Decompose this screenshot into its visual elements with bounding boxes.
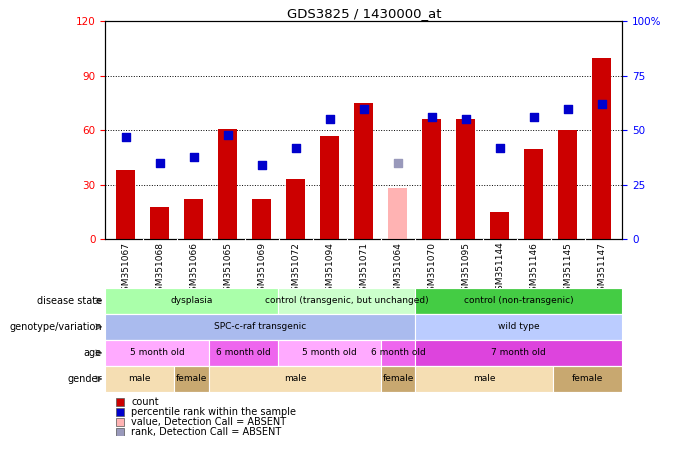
Text: control (transgenic, but unchanged): control (transgenic, but unchanged) xyxy=(265,296,428,305)
Text: female: female xyxy=(176,374,207,383)
Bar xyxy=(490,212,509,239)
Bar xyxy=(524,148,543,239)
Bar xyxy=(558,130,577,239)
Text: SPC-c-raf transgenic: SPC-c-raf transgenic xyxy=(214,322,307,331)
Point xyxy=(188,153,199,160)
Text: 5 month old: 5 month old xyxy=(302,348,357,357)
Bar xyxy=(286,180,305,239)
Text: GSM351095: GSM351095 xyxy=(461,242,471,297)
Bar xyxy=(415,366,554,392)
Point xyxy=(528,113,539,121)
Bar xyxy=(592,58,611,239)
Bar xyxy=(105,366,174,392)
Bar xyxy=(116,408,124,416)
Text: GSM351094: GSM351094 xyxy=(325,242,335,297)
Text: rank, Detection Call = ABSENT: rank, Detection Call = ABSENT xyxy=(131,427,282,437)
Point xyxy=(392,159,403,167)
Text: dysplasia: dysplasia xyxy=(171,296,213,305)
Bar xyxy=(354,103,373,239)
Text: GSM351068: GSM351068 xyxy=(155,242,165,297)
Text: GSM351066: GSM351066 xyxy=(189,242,199,297)
Point xyxy=(562,105,573,112)
Text: female: female xyxy=(383,374,414,383)
Text: 7 month old: 7 month old xyxy=(492,348,546,357)
Bar xyxy=(105,314,415,340)
Text: GSM351067: GSM351067 xyxy=(121,242,131,297)
Bar xyxy=(554,366,622,392)
Text: GSM351072: GSM351072 xyxy=(291,242,301,297)
Text: 5 month old: 5 month old xyxy=(130,348,184,357)
Text: male: male xyxy=(473,374,496,383)
Text: GSM351064: GSM351064 xyxy=(393,242,403,297)
Bar xyxy=(174,366,209,392)
Point xyxy=(222,131,233,138)
Bar xyxy=(415,340,622,366)
Bar xyxy=(422,119,441,239)
Text: GSM351069: GSM351069 xyxy=(257,242,267,297)
Title: GDS3825 / 1430000_at: GDS3825 / 1430000_at xyxy=(286,7,441,20)
Point xyxy=(154,159,165,167)
Bar xyxy=(209,366,381,392)
Text: GSM351065: GSM351065 xyxy=(223,242,233,297)
Bar xyxy=(116,418,124,426)
Bar xyxy=(184,200,203,239)
Bar xyxy=(116,428,124,436)
Text: GSM351145: GSM351145 xyxy=(563,242,573,297)
Text: count: count xyxy=(131,397,159,407)
Bar xyxy=(456,119,475,239)
Text: age: age xyxy=(84,348,102,358)
Bar xyxy=(415,314,622,340)
Text: male: male xyxy=(284,374,306,383)
Bar xyxy=(415,288,622,314)
Bar xyxy=(116,399,124,406)
Bar xyxy=(209,340,277,366)
Text: GSM351146: GSM351146 xyxy=(529,242,539,297)
Text: disease state: disease state xyxy=(37,296,102,306)
Text: female: female xyxy=(572,374,603,383)
Text: percentile rank within the sample: percentile rank within the sample xyxy=(131,407,296,417)
Text: wild type: wild type xyxy=(498,322,540,331)
Bar xyxy=(277,288,415,314)
Text: 6 month old: 6 month old xyxy=(371,348,426,357)
Bar xyxy=(116,170,135,239)
Text: GSM351071: GSM351071 xyxy=(359,242,369,297)
Point xyxy=(596,100,607,108)
Text: GSM351147: GSM351147 xyxy=(597,242,607,297)
Point xyxy=(358,105,369,112)
Text: value, Detection Call = ABSENT: value, Detection Call = ABSENT xyxy=(131,417,286,427)
Bar xyxy=(252,200,271,239)
Text: 6 month old: 6 month old xyxy=(216,348,271,357)
Text: male: male xyxy=(129,374,151,383)
Bar xyxy=(105,288,277,314)
Bar xyxy=(218,128,237,239)
Point xyxy=(426,113,437,121)
Bar xyxy=(320,136,339,239)
Text: control (non-transgenic): control (non-transgenic) xyxy=(464,296,574,305)
Point xyxy=(290,144,301,152)
Point xyxy=(324,116,335,123)
Bar xyxy=(105,340,209,366)
Text: genotype/variation: genotype/variation xyxy=(10,322,102,332)
Bar xyxy=(388,189,407,239)
Bar xyxy=(150,207,169,239)
Text: GSM351144: GSM351144 xyxy=(495,242,505,297)
Bar xyxy=(381,340,415,366)
Text: gender: gender xyxy=(67,374,102,384)
Point xyxy=(460,116,471,123)
Bar xyxy=(277,340,381,366)
Point xyxy=(120,133,131,141)
Point xyxy=(256,162,267,169)
Bar xyxy=(381,366,415,392)
Text: GSM351070: GSM351070 xyxy=(427,242,437,297)
Point xyxy=(494,144,505,152)
